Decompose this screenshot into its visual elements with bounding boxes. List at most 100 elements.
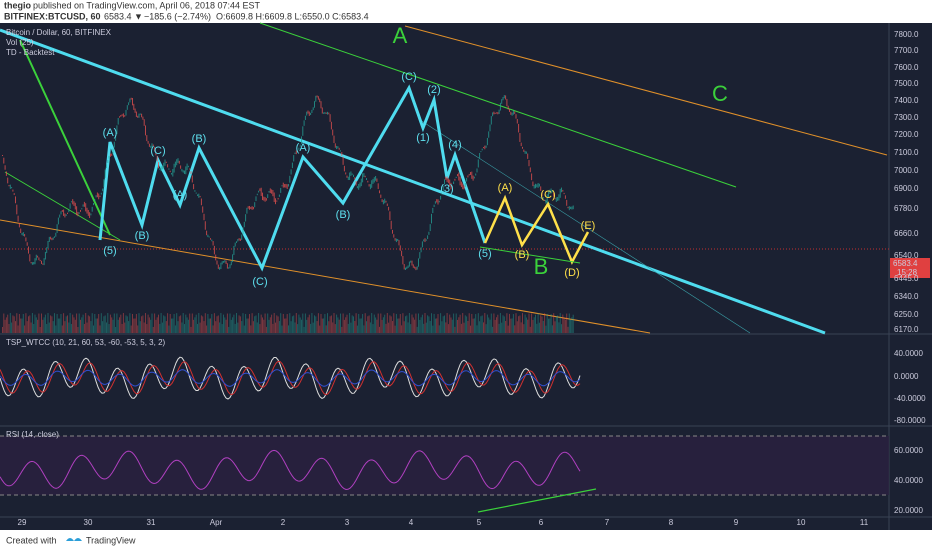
candle bbox=[141, 113, 143, 118]
candle bbox=[433, 204, 435, 207]
candle bbox=[285, 183, 287, 188]
volume-bar bbox=[459, 314, 461, 333]
volume-bar bbox=[385, 323, 387, 333]
volume-bar bbox=[87, 315, 89, 333]
candle bbox=[367, 180, 369, 183]
volume-bar bbox=[29, 315, 31, 333]
volume-bar bbox=[336, 314, 338, 333]
candle bbox=[8, 184, 10, 187]
volume-bar bbox=[174, 325, 176, 333]
volume-bar bbox=[359, 318, 361, 333]
candle bbox=[280, 187, 282, 193]
volume-bar bbox=[524, 314, 526, 333]
volume-bar bbox=[492, 326, 494, 333]
volume-bar bbox=[397, 318, 399, 333]
candle bbox=[511, 112, 513, 116]
price-axis-label: 7100.0 bbox=[894, 148, 919, 157]
candle bbox=[69, 203, 71, 209]
volume-bar bbox=[540, 315, 542, 333]
candle bbox=[158, 162, 159, 169]
candle bbox=[403, 264, 405, 270]
volume-bar bbox=[419, 319, 421, 333]
trendline bbox=[19, 39, 111, 236]
price-axis-label: 6660.0 bbox=[894, 229, 919, 238]
volume-bar bbox=[353, 316, 354, 333]
candle bbox=[224, 260, 226, 263]
candle bbox=[548, 190, 549, 198]
candle bbox=[376, 178, 378, 182]
volume-bar bbox=[542, 320, 544, 333]
candle bbox=[431, 213, 432, 224]
volume-bar bbox=[405, 316, 406, 333]
candle bbox=[464, 183, 466, 187]
volume-bar bbox=[195, 314, 197, 333]
volume-bar bbox=[295, 313, 297, 333]
volume-bar bbox=[568, 313, 570, 333]
volume-bar bbox=[367, 316, 369, 333]
price-axis-label: 7600.0 bbox=[894, 63, 919, 72]
volume-bar bbox=[197, 323, 198, 333]
volume-bar bbox=[557, 315, 559, 333]
volume-bar bbox=[393, 313, 395, 333]
trendline bbox=[404, 25, 888, 156]
candle bbox=[372, 178, 374, 184]
volume-bar bbox=[13, 316, 15, 333]
volume-bar bbox=[477, 313, 479, 333]
volume-bar bbox=[440, 313, 442, 333]
candle bbox=[124, 115, 126, 117]
volume-bar bbox=[104, 315, 106, 333]
volume-bar bbox=[520, 322, 522, 333]
volume-bar bbox=[489, 319, 491, 333]
volume-bar bbox=[65, 316, 67, 333]
candle bbox=[78, 212, 80, 214]
candle bbox=[332, 129, 334, 136]
candle bbox=[486, 137, 488, 146]
candle bbox=[516, 118, 518, 124]
candle bbox=[98, 193, 100, 200]
wave-label: (A) bbox=[296, 142, 311, 154]
volume-bar bbox=[255, 315, 257, 333]
candle bbox=[119, 116, 120, 118]
time-axis-label: 11 bbox=[860, 518, 869, 527]
volume-bar bbox=[297, 324, 299, 333]
volume-bar bbox=[139, 321, 141, 333]
volume-bar bbox=[553, 313, 555, 333]
volume-bar bbox=[399, 314, 401, 333]
volume-bar bbox=[78, 313, 80, 333]
oscillator-axis-label: 0.0000 bbox=[894, 372, 919, 381]
candle bbox=[353, 174, 354, 177]
wave-label: (2) bbox=[427, 84, 440, 96]
candle bbox=[414, 266, 416, 269]
candle bbox=[544, 199, 546, 201]
volume-bar bbox=[76, 313, 78, 333]
volume-bar bbox=[264, 313, 266, 333]
volume-bar bbox=[233, 314, 235, 333]
volume-bar bbox=[7, 314, 9, 333]
candle bbox=[3, 157, 5, 164]
volume-bar bbox=[307, 317, 309, 333]
volume-bar bbox=[265, 326, 267, 333]
volume-bar bbox=[377, 313, 379, 333]
volume-bar bbox=[531, 313, 533, 333]
candle bbox=[562, 189, 564, 192]
volume-bar bbox=[563, 317, 565, 333]
candle bbox=[572, 205, 574, 210]
volume-bar bbox=[193, 319, 195, 333]
volume-bar bbox=[72, 314, 74, 333]
candle bbox=[382, 200, 384, 205]
candle bbox=[216, 260, 218, 265]
candle bbox=[392, 229, 393, 234]
candle bbox=[5, 171, 7, 176]
volume-bar bbox=[428, 316, 430, 333]
candle bbox=[306, 111, 308, 116]
candle bbox=[337, 146, 339, 149]
candle bbox=[350, 171, 352, 176]
candle bbox=[117, 117, 119, 125]
candle bbox=[199, 195, 201, 198]
candle bbox=[277, 197, 279, 200]
volume-bar bbox=[281, 325, 283, 333]
candle bbox=[311, 109, 313, 114]
volume-bar bbox=[187, 319, 189, 333]
volume-bar bbox=[169, 313, 171, 333]
indicator-line bbox=[0, 369, 581, 387]
